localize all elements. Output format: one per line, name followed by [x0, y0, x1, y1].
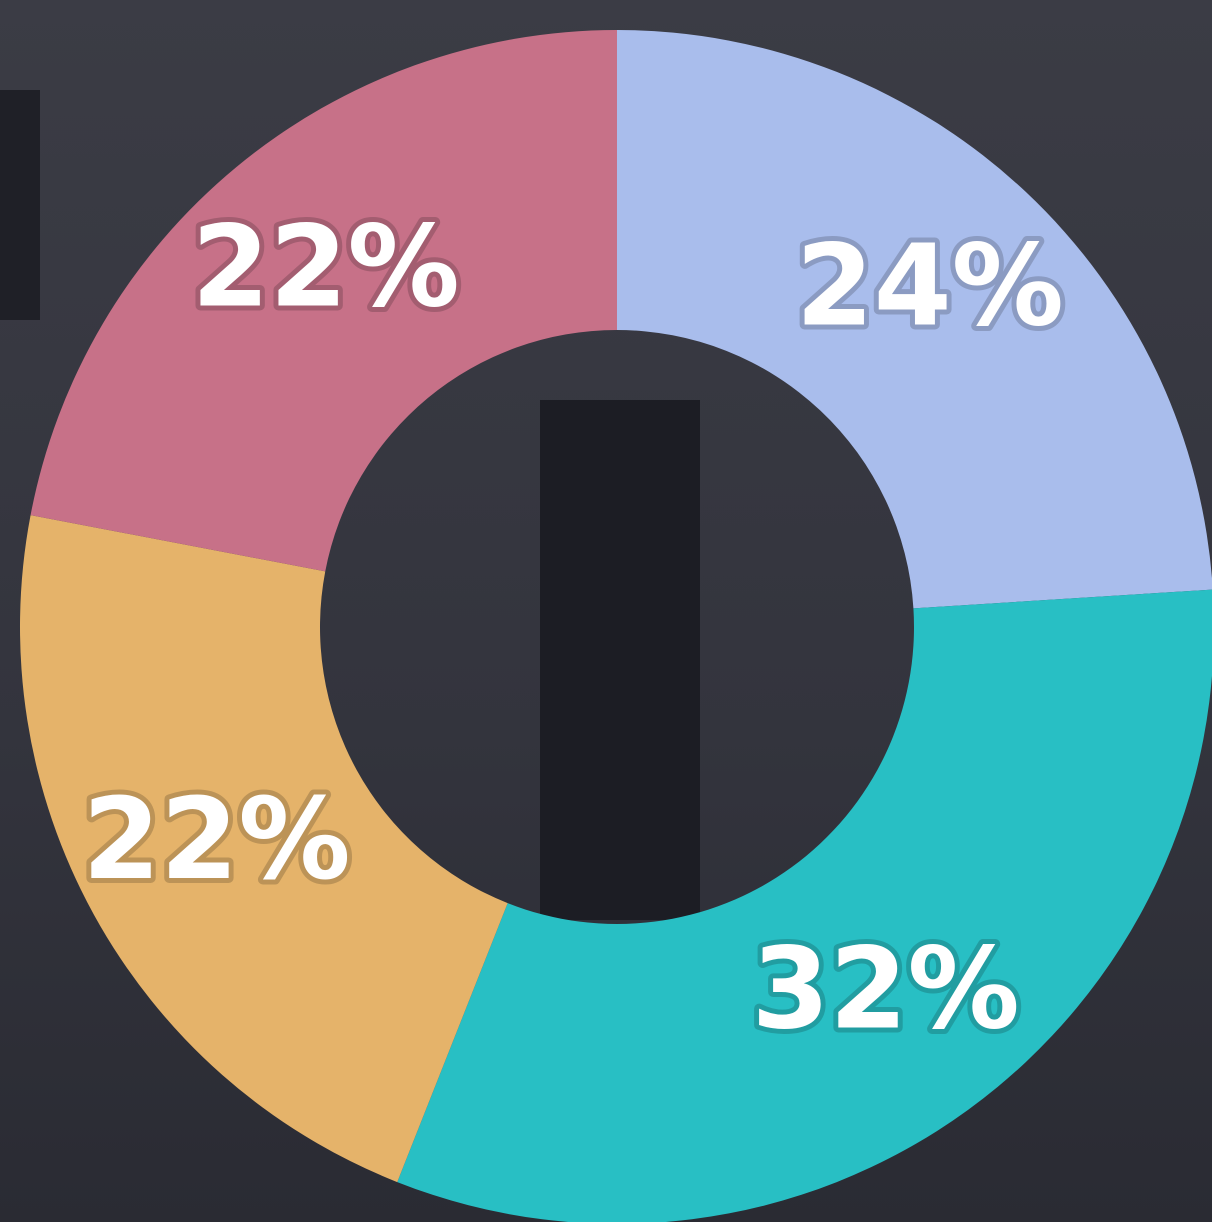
slices [19, 30, 1212, 1222]
slice [617, 30, 1212, 609]
slice [19, 515, 508, 1183]
value-label: 22% [192, 203, 460, 333]
value-label: 24% [796, 222, 1064, 352]
slice [397, 589, 1212, 1222]
background-window [0, 90, 40, 320]
value-label: 22% [82, 775, 350, 905]
background-doorway [540, 400, 700, 920]
value-label: 32% [752, 924, 1020, 1054]
labels: 24% 32% 22% 22% [77, 198, 1068, 1060]
slice [30, 30, 617, 572]
